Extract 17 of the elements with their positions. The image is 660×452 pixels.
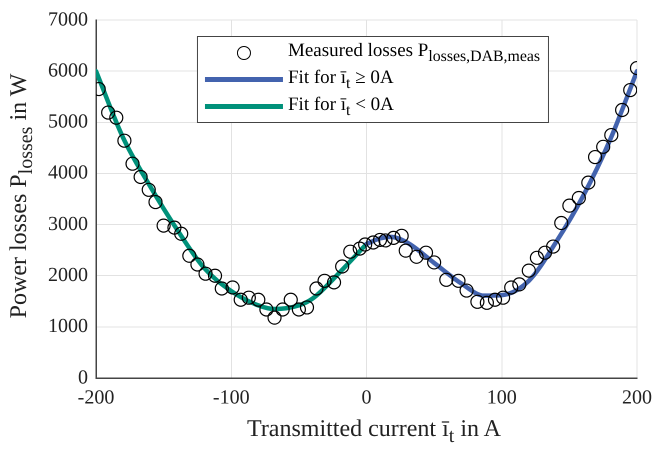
x-tick-label: -200 — [78, 386, 114, 408]
legend-label: Measured losses P$_{losses,DAB,meas}$ — [288, 40, 540, 66]
y-tick-label: 2000 — [48, 264, 88, 286]
y-tick-label: 6000 — [48, 59, 88, 82]
x-tick-label: 200 — [622, 386, 652, 408]
x-tick-label: 100 — [486, 386, 517, 408]
y-tick-label: 1000 — [48, 315, 88, 338]
legend-label: Fit for ī$_{t}$ ≥ 0A — [288, 66, 394, 92]
y-tick-label: 7000 — [48, 8, 88, 30]
y-tick-label: 0 — [78, 366, 88, 388]
y-tick-label: 5000 — [48, 110, 88, 133]
y-tick-label: 3000 — [48, 212, 88, 235]
x-tick-label: -100 — [212, 386, 250, 408]
x-tick-label: 0 — [362, 386, 372, 408]
y-tick-label: 4000 — [48, 162, 88, 184]
x-axis-title: Transmitted current ī$_{t}$ in A — [247, 416, 501, 448]
legend-label: Fit for ī$_{t}$ < 0A — [288, 94, 394, 120]
